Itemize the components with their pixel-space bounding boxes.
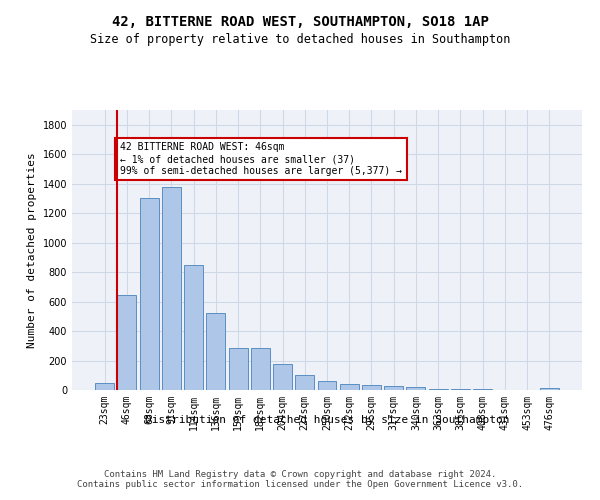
Bar bbox=[140, 198, 158, 390]
Text: Distribution of detached houses by size in Southampton: Distribution of detached houses by size … bbox=[145, 415, 509, 425]
Bar bbox=[295, 374, 314, 390]
Y-axis label: Number of detached properties: Number of detached properties bbox=[27, 152, 37, 348]
Bar bbox=[406, 388, 425, 390]
Bar bbox=[229, 348, 248, 390]
Text: 42 BITTERNE ROAD WEST: 46sqm
← 1% of detached houses are smaller (37)
99% of sem: 42 BITTERNE ROAD WEST: 46sqm ← 1% of det… bbox=[120, 142, 402, 176]
Bar bbox=[540, 388, 559, 390]
Bar bbox=[184, 266, 203, 390]
Bar bbox=[384, 386, 403, 390]
Bar bbox=[362, 385, 381, 390]
Bar bbox=[95, 382, 114, 390]
Bar bbox=[317, 381, 337, 390]
Bar bbox=[118, 295, 136, 390]
Text: Contains HM Land Registry data © Crown copyright and database right 2024.
Contai: Contains HM Land Registry data © Crown c… bbox=[77, 470, 523, 490]
Bar bbox=[206, 314, 225, 390]
Bar bbox=[273, 364, 292, 390]
Bar bbox=[251, 348, 270, 390]
Bar bbox=[429, 388, 448, 390]
Text: Size of property relative to detached houses in Southampton: Size of property relative to detached ho… bbox=[90, 32, 510, 46]
Text: 42, BITTERNE ROAD WEST, SOUTHAMPTON, SO18 1AP: 42, BITTERNE ROAD WEST, SOUTHAMPTON, SO1… bbox=[112, 15, 488, 29]
Bar bbox=[340, 384, 359, 390]
Bar bbox=[162, 188, 181, 390]
